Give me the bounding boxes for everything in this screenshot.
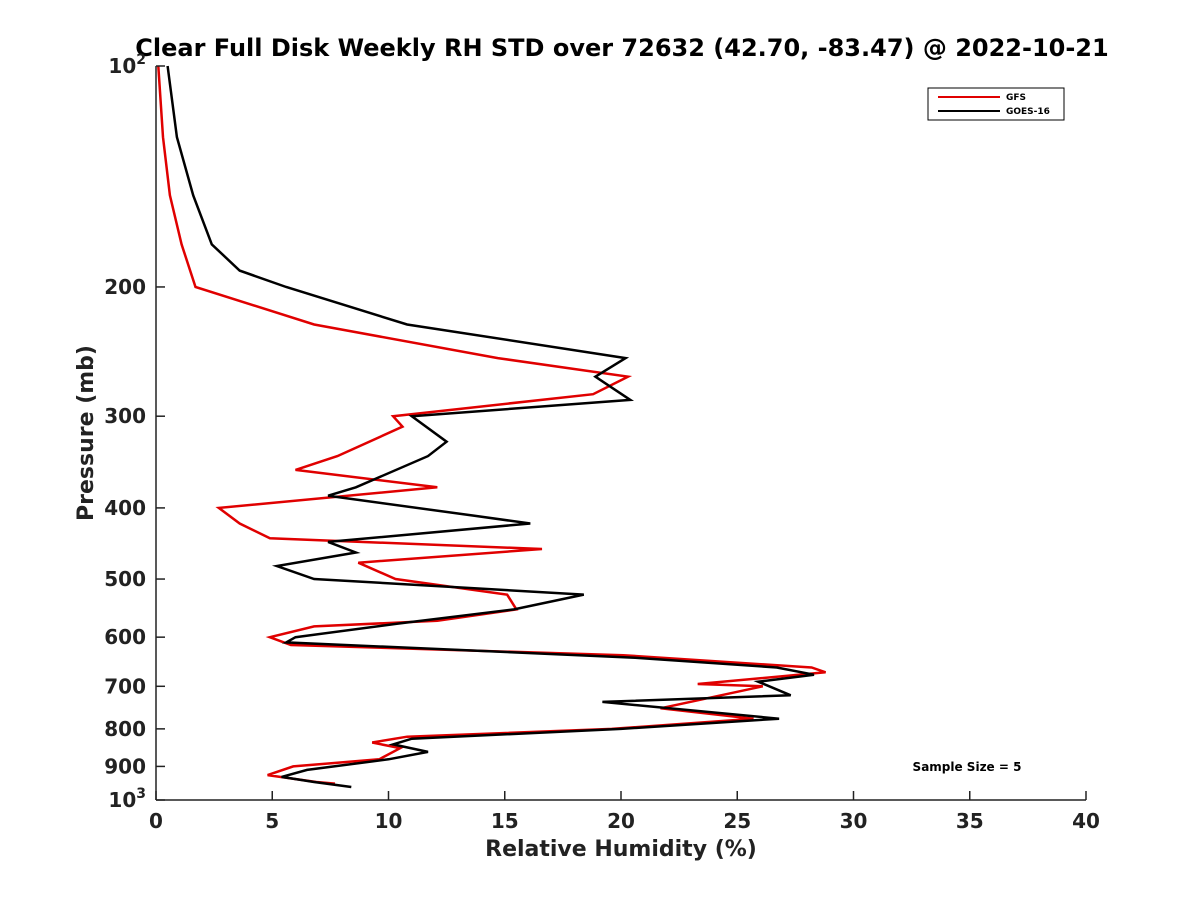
legend-label-goes-16: GOES-16	[1006, 107, 1050, 117]
y-tick-label-900: 900	[104, 754, 146, 778]
x-tick-label-25: 25	[723, 809, 751, 833]
x-tick-label-30: 30	[840, 809, 868, 833]
x-axis-title: Relative Humidity (%)	[485, 837, 757, 862]
series-layer	[157, 65, 827, 789]
y-axis-ticks: 102 200 300 400 500 600 700 800 900 103	[104, 52, 165, 812]
series-line-goes-16	[166, 65, 815, 789]
x-tick-label-40: 40	[1072, 809, 1100, 833]
x-tick-label-20: 20	[607, 809, 635, 833]
legend-box	[927, 87, 1065, 121]
y-tick-label-100: 102	[108, 52, 146, 78]
y-tick-label-1000: 103	[108, 786, 146, 812]
y-tick-label-600: 600	[104, 625, 146, 649]
y-tick-label-300: 300	[104, 404, 146, 428]
y-tick-label-200: 200	[104, 275, 146, 299]
plot-area	[156, 66, 1086, 800]
x-tick-label-0: 0	[149, 809, 163, 833]
legend-label-gfs: GFS	[1006, 93, 1026, 103]
y-axis-title: Pressure (mb)	[74, 345, 99, 521]
x-tick-label-5: 5	[265, 809, 279, 833]
x-tick-label-35: 35	[956, 809, 984, 833]
y-tick-label-400: 400	[104, 496, 146, 520]
x-tick-label-10: 10	[375, 809, 403, 833]
x-tick-label-15: 15	[491, 809, 519, 833]
y-tick-label-800: 800	[104, 717, 146, 741]
series-line-gfs	[157, 65, 827, 785]
sample-size-annotation: Sample Size = 5	[913, 760, 1022, 774]
chart-title: Clear Full Disk Weekly RH STD over 72632…	[135, 34, 1108, 62]
legend: GFS GOES-16	[927, 87, 1065, 121]
y-tick-label-500: 500	[104, 567, 146, 591]
y-tick-label-700: 700	[104, 674, 146, 698]
x-axis-ticks: 0 5 10 15 20 25 30 35 40	[149, 791, 1100, 833]
